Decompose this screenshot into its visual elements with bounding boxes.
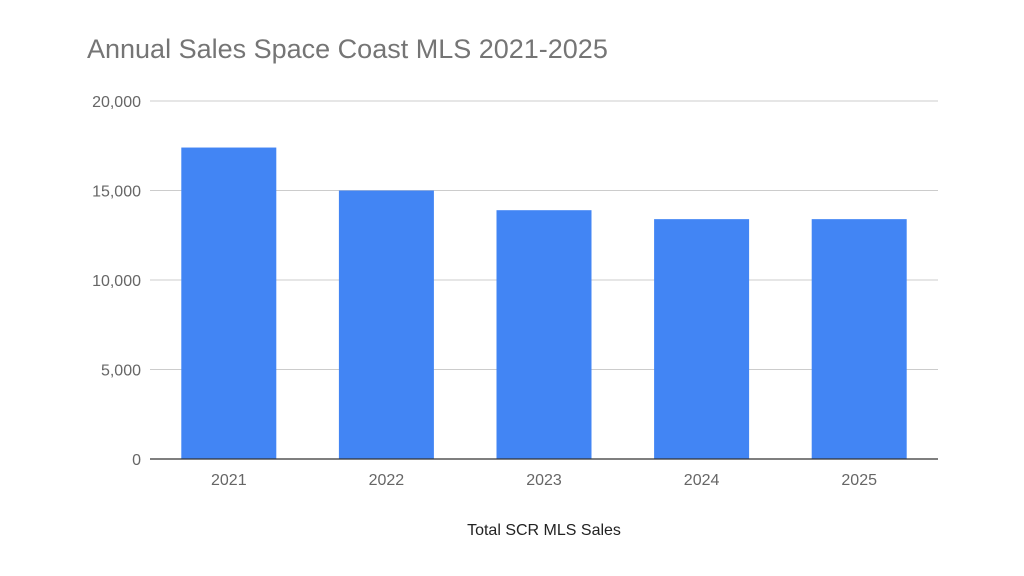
bar-2025	[811, 219, 907, 459]
x-tick-label: 2023	[526, 472, 562, 489]
y-axis-ticks: 0 5,000 10,000 15,000 20,000	[92, 94, 141, 469]
x-tick-label: 2022	[369, 472, 405, 489]
bars	[181, 147, 907, 460]
x-tick-label: 2024	[684, 472, 720, 489]
y-tick-label: 15,000	[92, 184, 141, 201]
x-axis-ticks: 2021 2022 2023 2024 2025	[211, 472, 877, 489]
chart-title: Annual Sales Space Coast MLS 2021-2025	[87, 34, 608, 64]
bar-2024	[654, 219, 750, 459]
y-tick-label: 5,000	[101, 363, 141, 380]
y-tick-label: 0	[132, 452, 141, 469]
y-tick-label: 10,000	[92, 273, 141, 290]
x-axis-label: Total SCR MLS Sales	[467, 522, 621, 539]
bar-2021	[181, 147, 277, 460]
x-tick-label: 2025	[841, 472, 877, 489]
bar-2023	[496, 210, 592, 459]
y-tick-label: 20,000	[92, 94, 141, 111]
x-tick-label: 2021	[211, 472, 247, 489]
bar-2022	[338, 190, 434, 459]
